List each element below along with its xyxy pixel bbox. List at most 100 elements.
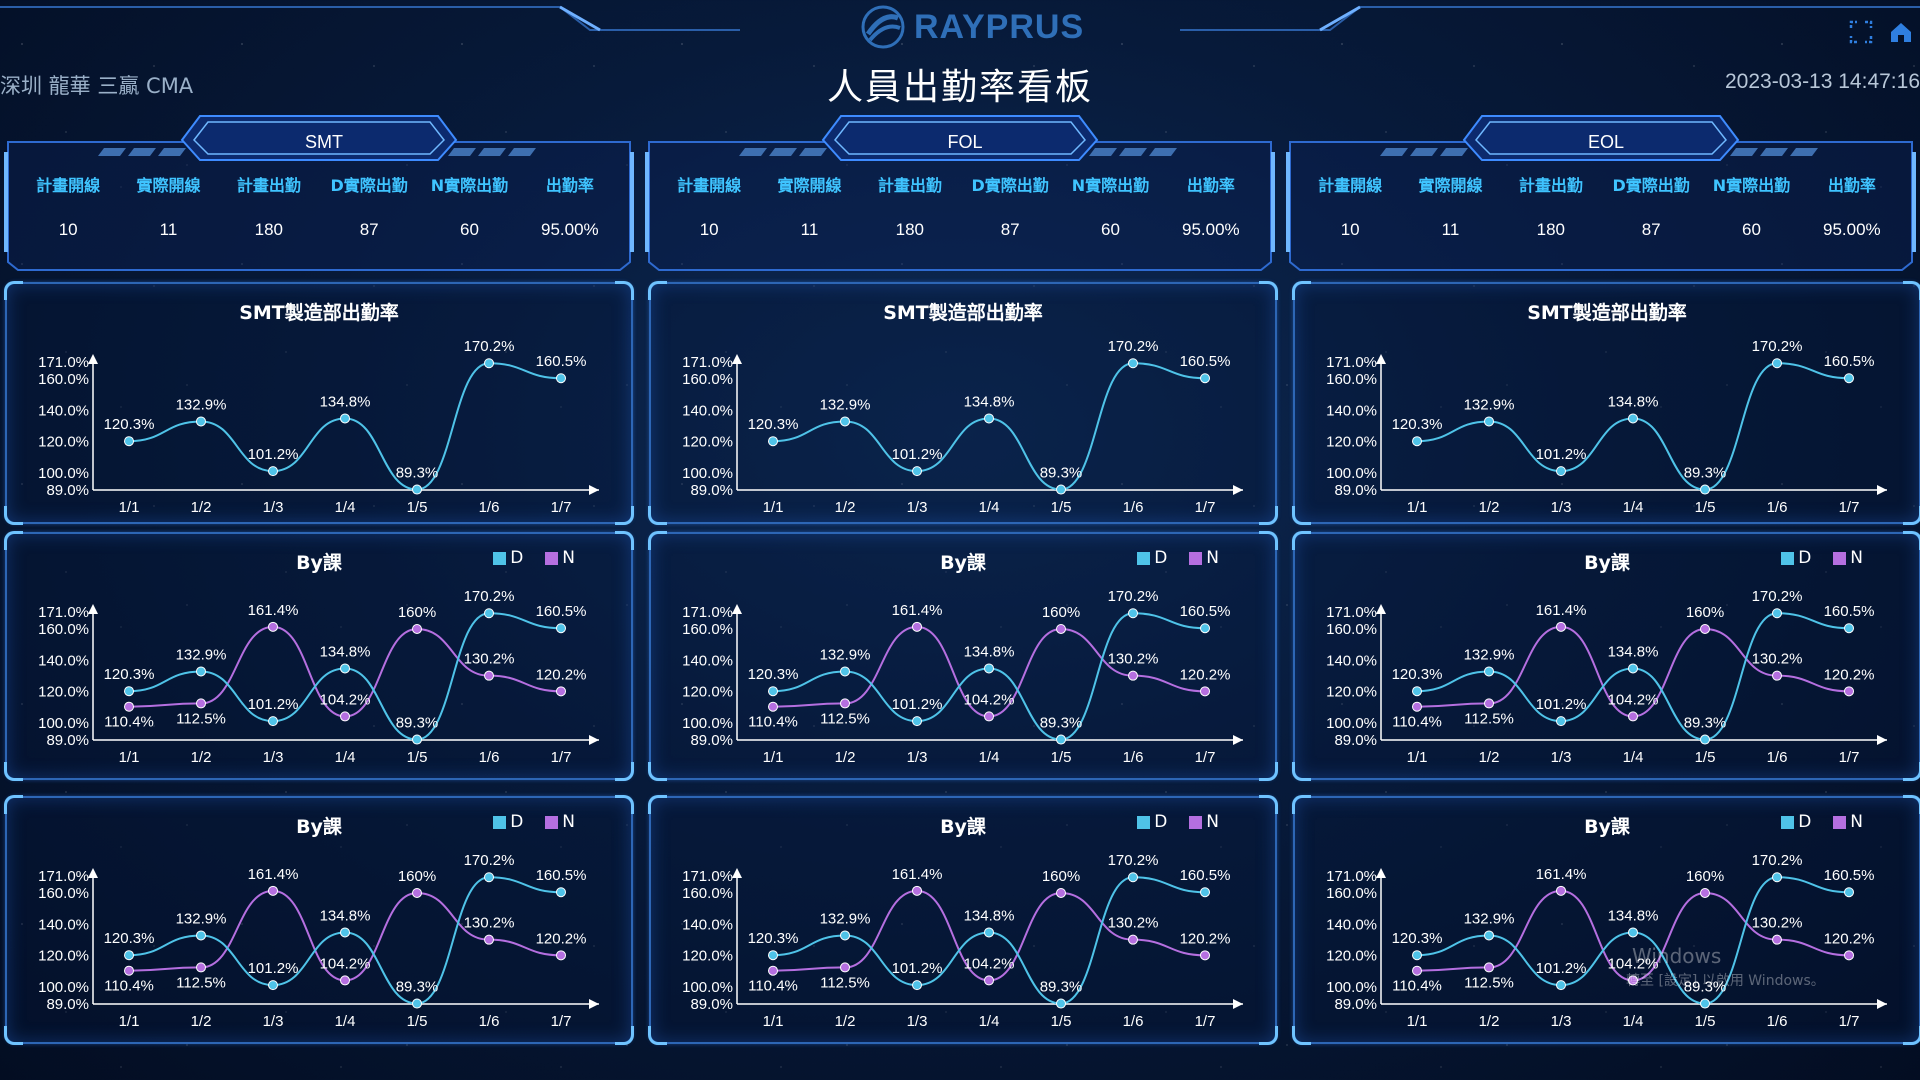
data-point[interactable] — [1200, 623, 1210, 634]
data-point[interactable] — [768, 686, 778, 697]
data-point[interactable] — [1700, 998, 1710, 1009]
section-tab-label[interactable]: FOL — [947, 132, 983, 152]
data-point[interactable] — [412, 623, 422, 634]
data-point[interactable] — [1844, 950, 1854, 961]
data-point[interactable] — [1128, 872, 1138, 883]
legend-item-n[interactable]: N — [545, 548, 575, 568]
data-point[interactable] — [196, 962, 206, 973]
data-point[interactable] — [1772, 872, 1782, 883]
data-point[interactable] — [1056, 623, 1066, 634]
data-point[interactable] — [912, 885, 922, 896]
data-point[interactable] — [196, 698, 206, 709]
data-point[interactable] — [1200, 887, 1210, 898]
data-point[interactable] — [556, 950, 566, 961]
data-point[interactable] — [556, 686, 566, 697]
data-point[interactable] — [984, 975, 994, 986]
data-point[interactable] — [1844, 373, 1854, 384]
data-point[interactable] — [1556, 980, 1566, 991]
data-point[interactable] — [556, 887, 566, 898]
data-point[interactable] — [840, 698, 850, 709]
data-point[interactable] — [412, 734, 422, 745]
data-point[interactable] — [1056, 887, 1066, 898]
data-point[interactable] — [1056, 998, 1066, 1009]
data-point[interactable] — [984, 927, 994, 938]
data-point[interactable] — [1412, 965, 1422, 976]
legend-item-d[interactable]: D — [1137, 812, 1167, 832]
data-point[interactable] — [1128, 670, 1138, 681]
data-point[interactable] — [1128, 934, 1138, 945]
data-point[interactable] — [1412, 436, 1422, 447]
legend-item-d[interactable]: D — [493, 812, 523, 832]
data-point[interactable] — [124, 965, 134, 976]
data-point[interactable] — [768, 950, 778, 961]
data-point[interactable] — [1700, 887, 1710, 898]
data-point[interactable] — [1700, 734, 1710, 745]
data-point[interactable] — [196, 416, 206, 427]
data-point[interactable] — [840, 930, 850, 941]
data-point[interactable] — [1412, 686, 1422, 697]
data-point[interactable] — [1772, 934, 1782, 945]
data-point[interactable] — [1056, 734, 1066, 745]
data-point[interactable] — [484, 608, 494, 619]
data-point[interactable] — [1628, 927, 1638, 938]
data-point[interactable] — [1844, 686, 1854, 697]
section-tab-label[interactable]: EOL — [1587, 132, 1625, 152]
data-point[interactable] — [124, 701, 134, 712]
data-point[interactable] — [768, 436, 778, 447]
data-point[interactable] — [768, 701, 778, 712]
data-point[interactable] — [1556, 621, 1566, 632]
legend-item-d[interactable]: D — [1781, 812, 1811, 832]
legend-item-d[interactable]: D — [493, 548, 523, 568]
legend-item-n[interactable]: N — [1833, 548, 1863, 568]
legend-item-d[interactable]: D — [1781, 548, 1811, 568]
legend-item-n[interactable]: N — [545, 812, 575, 832]
data-point[interactable] — [912, 621, 922, 632]
data-point[interactable] — [196, 666, 206, 677]
data-point[interactable] — [1772, 608, 1782, 619]
data-point[interactable] — [912, 980, 922, 991]
data-point[interactable] — [1700, 484, 1710, 495]
data-point[interactable] — [412, 887, 422, 898]
data-point[interactable] — [912, 466, 922, 477]
data-point[interactable] — [1628, 975, 1638, 986]
data-point[interactable] — [484, 934, 494, 945]
data-point[interactable] — [1556, 885, 1566, 896]
data-point[interactable] — [1484, 698, 1494, 709]
data-point[interactable] — [484, 670, 494, 681]
data-point[interactable] — [1700, 623, 1710, 634]
data-point[interactable] — [1844, 623, 1854, 634]
data-point[interactable] — [1556, 466, 1566, 477]
data-point[interactable] — [1200, 686, 1210, 697]
legend-item-n[interactable]: N — [1189, 548, 1219, 568]
data-point[interactable] — [268, 885, 278, 896]
data-point[interactable] — [984, 663, 994, 674]
data-point[interactable] — [196, 930, 206, 941]
data-point[interactable] — [340, 975, 350, 986]
data-point[interactable] — [1412, 950, 1422, 961]
data-point[interactable] — [840, 416, 850, 427]
data-point[interactable] — [124, 686, 134, 697]
data-point[interactable] — [1628, 663, 1638, 674]
data-point[interactable] — [268, 621, 278, 632]
data-point[interactable] — [556, 373, 566, 384]
data-point[interactable] — [484, 358, 494, 369]
data-point[interactable] — [484, 872, 494, 883]
legend-item-n[interactable]: N — [1833, 812, 1863, 832]
data-point[interactable] — [1484, 962, 1494, 973]
data-point[interactable] — [1484, 666, 1494, 677]
data-point[interactable] — [1772, 358, 1782, 369]
data-point[interactable] — [1484, 930, 1494, 941]
data-point[interactable] — [1484, 416, 1494, 427]
data-point[interactable] — [1056, 484, 1066, 495]
data-point[interactable] — [1200, 373, 1210, 384]
data-point[interactable] — [340, 663, 350, 674]
section-tab-label[interactable]: SMT — [305, 132, 343, 152]
data-point[interactable] — [268, 980, 278, 991]
data-point[interactable] — [912, 716, 922, 727]
data-point[interactable] — [768, 965, 778, 976]
data-point[interactable] — [412, 998, 422, 1009]
legend-item-n[interactable]: N — [1189, 812, 1219, 832]
data-point[interactable] — [984, 711, 994, 722]
data-point[interactable] — [124, 950, 134, 961]
data-point[interactable] — [1556, 716, 1566, 727]
